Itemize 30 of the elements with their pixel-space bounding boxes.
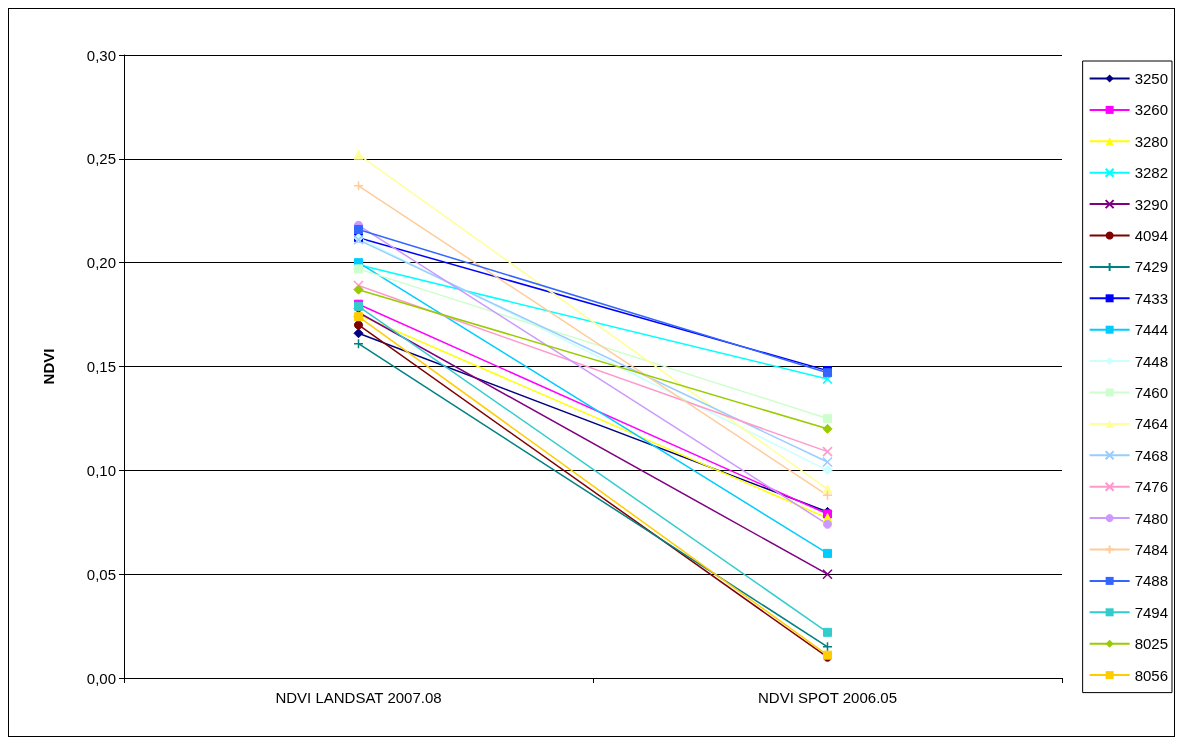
legend-label: 3260 — [1134, 101, 1169, 119]
y-axis-title: NDVI — [40, 348, 57, 385]
y-tick-label: 0,20 — [86, 254, 116, 272]
legend-label: 7468 — [1134, 446, 1169, 464]
y-tick-label: 0,00 — [86, 669, 116, 687]
legend-label: 7460 — [1134, 384, 1169, 401]
y-tick-label: 0,30 — [86, 46, 116, 64]
legend-label: 3282 — [1134, 164, 1169, 182]
x-tick-label: NDVI SPOT 2006.05 — [758, 689, 897, 706]
y-tick-label: 0,25 — [86, 150, 116, 168]
legend-label: 3280 — [1134, 132, 1169, 150]
legend-label: 7480 — [1134, 509, 1169, 527]
x-tick-label: NDVI LANDSAT 2007.08 — [275, 689, 442, 706]
legend-label: 7448 — [1134, 352, 1169, 370]
y-tick-label: 0,15 — [86, 358, 116, 375]
y-tick-label: 0,10 — [86, 461, 116, 479]
legend-label: 7464 — [1134, 415, 1169, 433]
y-tick-label: 0,05 — [86, 565, 116, 583]
legend-label: 7429 — [1134, 258, 1169, 276]
legend-label: 7488 — [1134, 572, 1169, 590]
legend-label: 3250 — [1134, 70, 1169, 87]
legend-label: 8025 — [1134, 635, 1169, 653]
legend-label: 7444 — [1134, 321, 1169, 339]
legend-label: 7433 — [1134, 289, 1169, 307]
legend-label: 7484 — [1134, 541, 1169, 558]
legend-label: 8056 — [1134, 666, 1169, 684]
legend-label: 3290 — [1134, 195, 1169, 213]
legend-label: 7476 — [1134, 478, 1169, 496]
legend-label: 7494 — [1134, 603, 1169, 621]
legend-label: 4094 — [1134, 227, 1169, 244]
